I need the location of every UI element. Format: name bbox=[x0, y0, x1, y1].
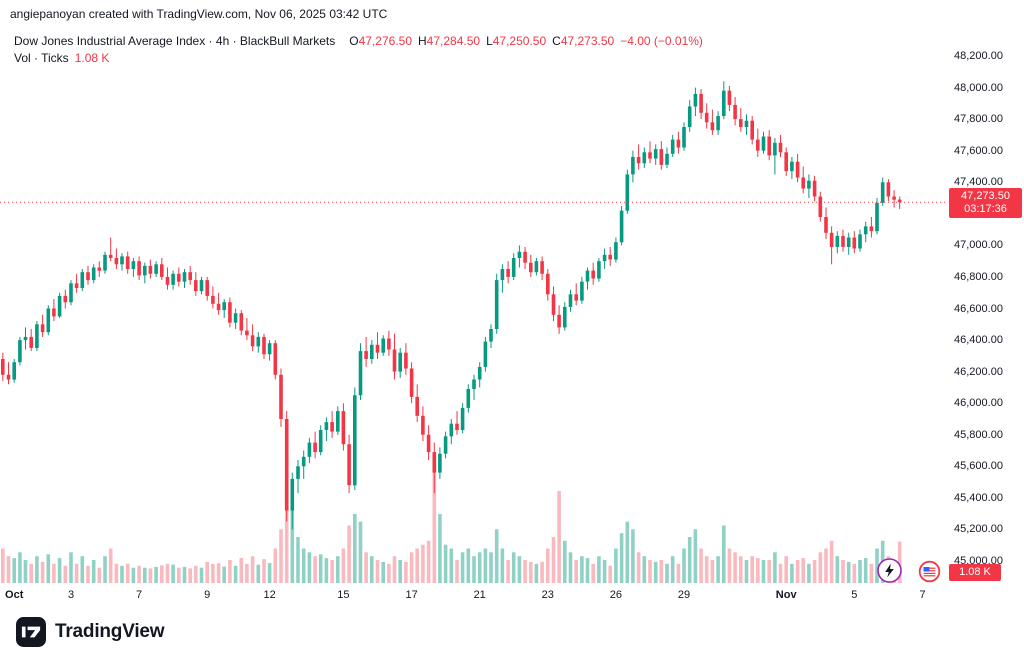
price-axis-label: 45,800.00 bbox=[954, 428, 1003, 441]
high-value: 47,284.50 bbox=[426, 34, 481, 48]
time-axis-label: 21 bbox=[473, 589, 486, 601]
price-badge: 47,273.50 03:17:36 bbox=[949, 188, 1022, 219]
time-axis-label: 12 bbox=[263, 589, 276, 601]
price-axis-label: 45,400.00 bbox=[954, 491, 1003, 504]
us-flag-event-icon[interactable] bbox=[918, 560, 941, 583]
price-axis-label: 46,400.00 bbox=[954, 334, 1003, 347]
bar-countdown: 03:17:36 bbox=[964, 203, 1007, 216]
price-axis[interactable]: 48,200.00 48,000.00 47,800.00 47,600.00 47,4… bbox=[948, 0, 1024, 600]
ohlc-values: O47,276.50 H47,284.50 L47,250.50 C47,273.50… bbox=[343, 34, 703, 48]
volume-axis-badge: 1.08 K bbox=[949, 564, 1001, 581]
time-axis-label: Oct bbox=[5, 589, 24, 601]
time-axis-label: 5 bbox=[851, 589, 858, 601]
last-price-value: 47,273.50 bbox=[961, 190, 1010, 203]
price-axis-label: 46,800.00 bbox=[954, 270, 1003, 283]
time-axis-label: 7 bbox=[919, 589, 926, 601]
change-value: −4.00 (−0.01%) bbox=[620, 34, 703, 48]
chart-legend: Dow Jones Industrial Average Index · 4h … bbox=[14, 33, 703, 66]
brand-wordmark: TradingView bbox=[55, 621, 165, 642]
price-axis-label: 45,600.00 bbox=[954, 460, 1003, 473]
time-axis-label: 26 bbox=[609, 589, 623, 601]
symbol-title[interactable]: Dow Jones Industrial Average Index · 4h … bbox=[14, 34, 336, 48]
time-axis-label: 23 bbox=[541, 589, 554, 601]
time-axis[interactable]: Oct 3 7 9 12 15 17 21 23 26 29 Nov 5 7 bbox=[0, 583, 948, 605]
price-axis-label: 47,400.00 bbox=[954, 176, 1003, 189]
legend-row-volume: Vol · Ticks 1.08 K bbox=[14, 50, 703, 66]
close-value: 47,273.50 bbox=[560, 34, 615, 48]
time-axis-label: 29 bbox=[677, 589, 691, 601]
attribution-text: angiepanoyan created with TradingView.co… bbox=[10, 7, 388, 21]
price-axis-label: 46,600.00 bbox=[954, 302, 1003, 315]
tradingview-footer[interactable]: TradingView bbox=[16, 617, 165, 647]
price-axis-label: 48,200.00 bbox=[954, 50, 1003, 62]
time-axis-label: 15 bbox=[337, 589, 350, 601]
boost-lightning-icon[interactable] bbox=[876, 557, 903, 584]
close-label: C bbox=[552, 34, 561, 48]
price-axis-label: 47,000.00 bbox=[954, 239, 1003, 252]
time-axis-label: 9 bbox=[204, 589, 211, 601]
low-label: L bbox=[486, 34, 493, 48]
candlestick-chart[interactable] bbox=[0, 0, 948, 600]
open-value: 47,276.50 bbox=[358, 34, 412, 48]
time-axis-label: 3 bbox=[67, 589, 75, 601]
open-label: O bbox=[349, 34, 359, 48]
price-axis-label: 46,000.00 bbox=[954, 397, 1003, 410]
volume-indicator-value: 1.08 K bbox=[74, 51, 110, 65]
legend-row-symbol: Dow Jones Industrial Average Index · 4h … bbox=[14, 33, 703, 49]
price-axis-label: 48,000.00 bbox=[954, 81, 1003, 94]
time-axis-label: 17 bbox=[405, 589, 418, 601]
price-axis-label: 46,200.00 bbox=[954, 365, 1003, 378]
high-label: H bbox=[418, 34, 427, 48]
chart-canvas[interactable] bbox=[0, 0, 948, 600]
tradingview-logo-icon bbox=[16, 617, 46, 647]
low-value: 47,250.50 bbox=[492, 34, 547, 48]
time-axis-label: 7 bbox=[136, 589, 143, 601]
time-axis-label: Nov bbox=[775, 589, 797, 601]
price-axis-label: 47,800.00 bbox=[954, 113, 1003, 126]
volume-indicator-label[interactable]: Vol · Ticks bbox=[14, 51, 69, 65]
price-axis-label: 47,600.00 bbox=[954, 144, 1003, 157]
price-axis-label: 45,200.00 bbox=[954, 523, 1003, 536]
